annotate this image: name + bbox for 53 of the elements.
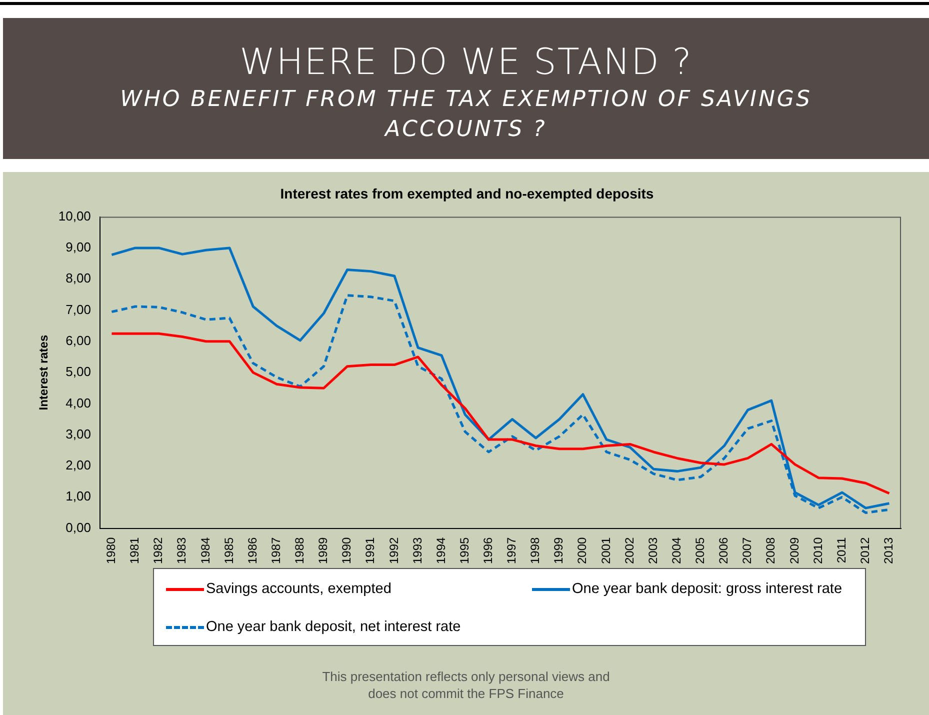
x-tick-label: 1987	[268, 536, 283, 564]
x-tick-label: 2009	[787, 536, 802, 564]
x-tick-label: 1991	[363, 536, 378, 564]
y-tick-label: 10,00	[58, 208, 91, 224]
y-tick-label: 3,00	[66, 426, 91, 442]
x-tick-label: 2012	[858, 536, 872, 564]
y-tick-label: 7,00	[66, 302, 91, 317]
x-tick-label: 1986	[245, 536, 260, 564]
text: This presentation reflects only personal views and does not commit the FPS Finance	[321, 668, 611, 702]
x-tick-label: 1985	[222, 536, 236, 564]
chart-title: Interest rates from exempted and no-exempted deposits	[280, 185, 654, 202]
x-tick-label: 1993	[410, 536, 424, 564]
x-tick-label: 1994	[434, 536, 448, 564]
x-tick-label: 2003	[646, 536, 660, 564]
y-tick-label: 8,00	[66, 270, 91, 286]
x-tick-label: 1997	[504, 536, 519, 564]
x-tick-label: 1981	[128, 536, 142, 564]
y-tick-label: 2,00	[66, 458, 91, 473]
x-tick-label: 1989	[316, 536, 330, 564]
y-tick-label: 1,00	[66, 488, 91, 504]
text: WHO BENEFIT FROM THE TAX EXEMPTION OF SAVINGS ACCOUNTS ?	[119, 86, 813, 144]
x-tick-label: 2013	[882, 536, 896, 564]
y-tick-label: 4,00	[66, 395, 91, 410]
x-tick-label: 2010	[810, 536, 825, 564]
x-tick-label: 1980	[104, 536, 118, 564]
x-tick-label: 1992	[386, 536, 401, 564]
x-tick-label: 2011	[834, 536, 848, 564]
x-tick-label: 1999	[552, 536, 566, 564]
x-tick-label: 1983	[174, 536, 189, 564]
x-tick-label: 2006	[716, 536, 731, 564]
x-tick-label: 2005	[693, 536, 708, 564]
y-tick-label: 5,00	[66, 364, 91, 380]
y-tick-label: 6,00	[66, 332, 91, 348]
x-tick-label: 2001	[598, 536, 613, 564]
x-tick-label: 2007	[740, 536, 754, 564]
x-tick-label: 1988	[292, 536, 307, 564]
x-tick-label: 2000	[575, 536, 590, 564]
text: WHERE DO WE STAND ?	[238, 42, 694, 83]
legend-label: Savings accounts, exempted	[206, 581, 392, 597]
x-tick-label: 1996	[481, 536, 495, 564]
x-tick-label: 2008	[764, 536, 778, 564]
legend-label: One year bank deposit: gross interest rate	[572, 581, 842, 597]
y-axis-title: Interest rates	[36, 334, 51, 410]
legend-label: One year bank deposit, net interest rate	[206, 619, 461, 635]
x-tick-label: 1998	[528, 536, 542, 564]
y-tick-label: 0,00	[66, 520, 91, 535]
x-tick-label: 2002	[622, 536, 636, 564]
x-tick-label: 1990	[340, 536, 354, 564]
x-tick-label: 1982	[151, 536, 166, 564]
y-tick-label: 9,00	[66, 240, 91, 255]
x-tick-label: 1995	[457, 536, 472, 564]
x-tick-label: 1984	[198, 536, 212, 564]
x-tick-label: 2004	[669, 536, 684, 564]
